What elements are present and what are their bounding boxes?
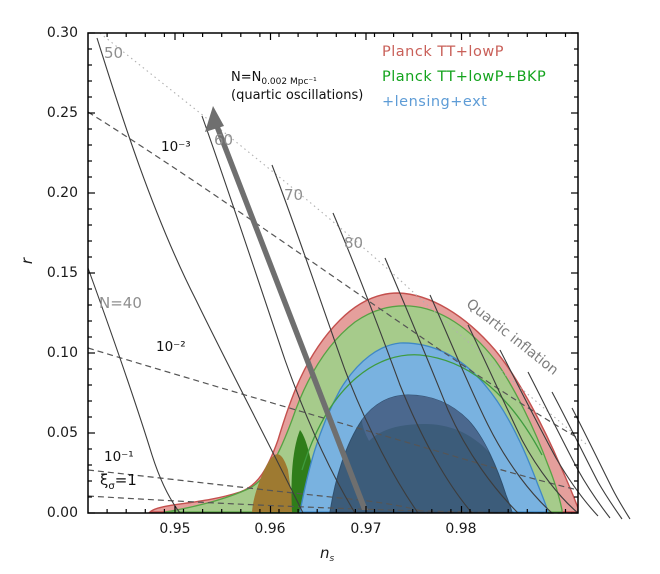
green-68-contour-line — [301, 354, 543, 471]
y-axis-label: r — [18, 257, 37, 265]
hatch-line — [499, 349, 599, 517]
legend-item-planck-bkp: Planck TT+lowP+BKP — [382, 69, 547, 85]
y-tick-label: 0.05 — [46, 425, 78, 441]
legend-item-planck-tt-lowp: Planck TT+lowP — [382, 44, 504, 60]
n40-line — [87, 267, 181, 514]
efold-label-70: 70 — [284, 186, 304, 204]
trajectory-arrow — [205, 106, 368, 510]
efold-contour-lines — [87, 37, 631, 520]
hatch-line — [571, 407, 631, 520]
n50-line — [96, 37, 304, 514]
x-tick-label: 0.98 — [445, 521, 477, 537]
y-tick-label: 0.00 — [46, 505, 78, 521]
x-axis-label-sub: s — [329, 554, 335, 564]
trajectory-annotation-main: N=N — [231, 70, 262, 85]
x-tick-label: 0.96 — [254, 521, 286, 537]
xi-1e-1-line — [87, 469, 429, 514]
efold-label-60: 60 — [214, 131, 234, 149]
n60-line — [201, 115, 356, 514]
efold-label-80: 80 — [344, 234, 364, 252]
coupling-label-1e-2: 10⁻² — [156, 339, 186, 355]
trajectory-arrow-head — [205, 106, 224, 132]
y-tick-label: 0.10 — [46, 345, 78, 361]
y-tick-label: 0.15 — [46, 265, 78, 281]
trajectory-arrow-shaft — [214, 124, 368, 510]
x-axis-label-main: n — [320, 544, 330, 562]
xi-sub: σ — [108, 481, 115, 492]
confidence-regions — [148, 292, 578, 513]
x-tick-label: 0.95 — [159, 521, 191, 537]
trajectory-annotation-sub: 0.002 Mpc⁻¹ — [261, 77, 317, 87]
n90-line — [384, 257, 519, 514]
axis-ticks — [88, 32, 578, 514]
coupling-label-1e-1: 10⁻¹ — [104, 449, 134, 465]
hatch-line — [527, 371, 611, 519]
y-tick-label: 0.25 — [46, 105, 78, 121]
coupling-label-1e-3: 10⁻³ — [161, 139, 191, 155]
trajectory-annotation-line1: N=N0.002 Mpc⁻¹ — [231, 70, 317, 87]
xi-rest: =1 — [114, 471, 137, 489]
coupling-label-xi-1: ξσ=1 — [100, 471, 137, 492]
patch-overlap-olive — [252, 454, 294, 512]
legend-item-lensing-ext: +lensing+ext — [382, 94, 488, 110]
xi-1e-2-line — [87, 347, 579, 491]
x-tick-label: 0.97 — [350, 521, 382, 537]
n80-line — [332, 212, 473, 514]
y-tick-label: 0.30 — [46, 25, 78, 41]
efold-label-50: 50 — [104, 44, 124, 62]
xi-1e-3-line — [87, 111, 579, 439]
efold-label-40: N=40 — [99, 294, 142, 312]
region-68-top-band — [362, 395, 489, 452]
trajectory-annotation-line2: (quartic oscillations) — [231, 88, 364, 103]
hatch-line — [429, 294, 553, 514]
y-tick-label: 0.20 — [46, 185, 78, 201]
hatch-line — [467, 324, 579, 514]
n70-line — [271, 164, 419, 514]
x-axis-label: ns — [320, 544, 334, 564]
xi-base: ξ — [100, 471, 109, 489]
hatch-line — [551, 391, 623, 520]
